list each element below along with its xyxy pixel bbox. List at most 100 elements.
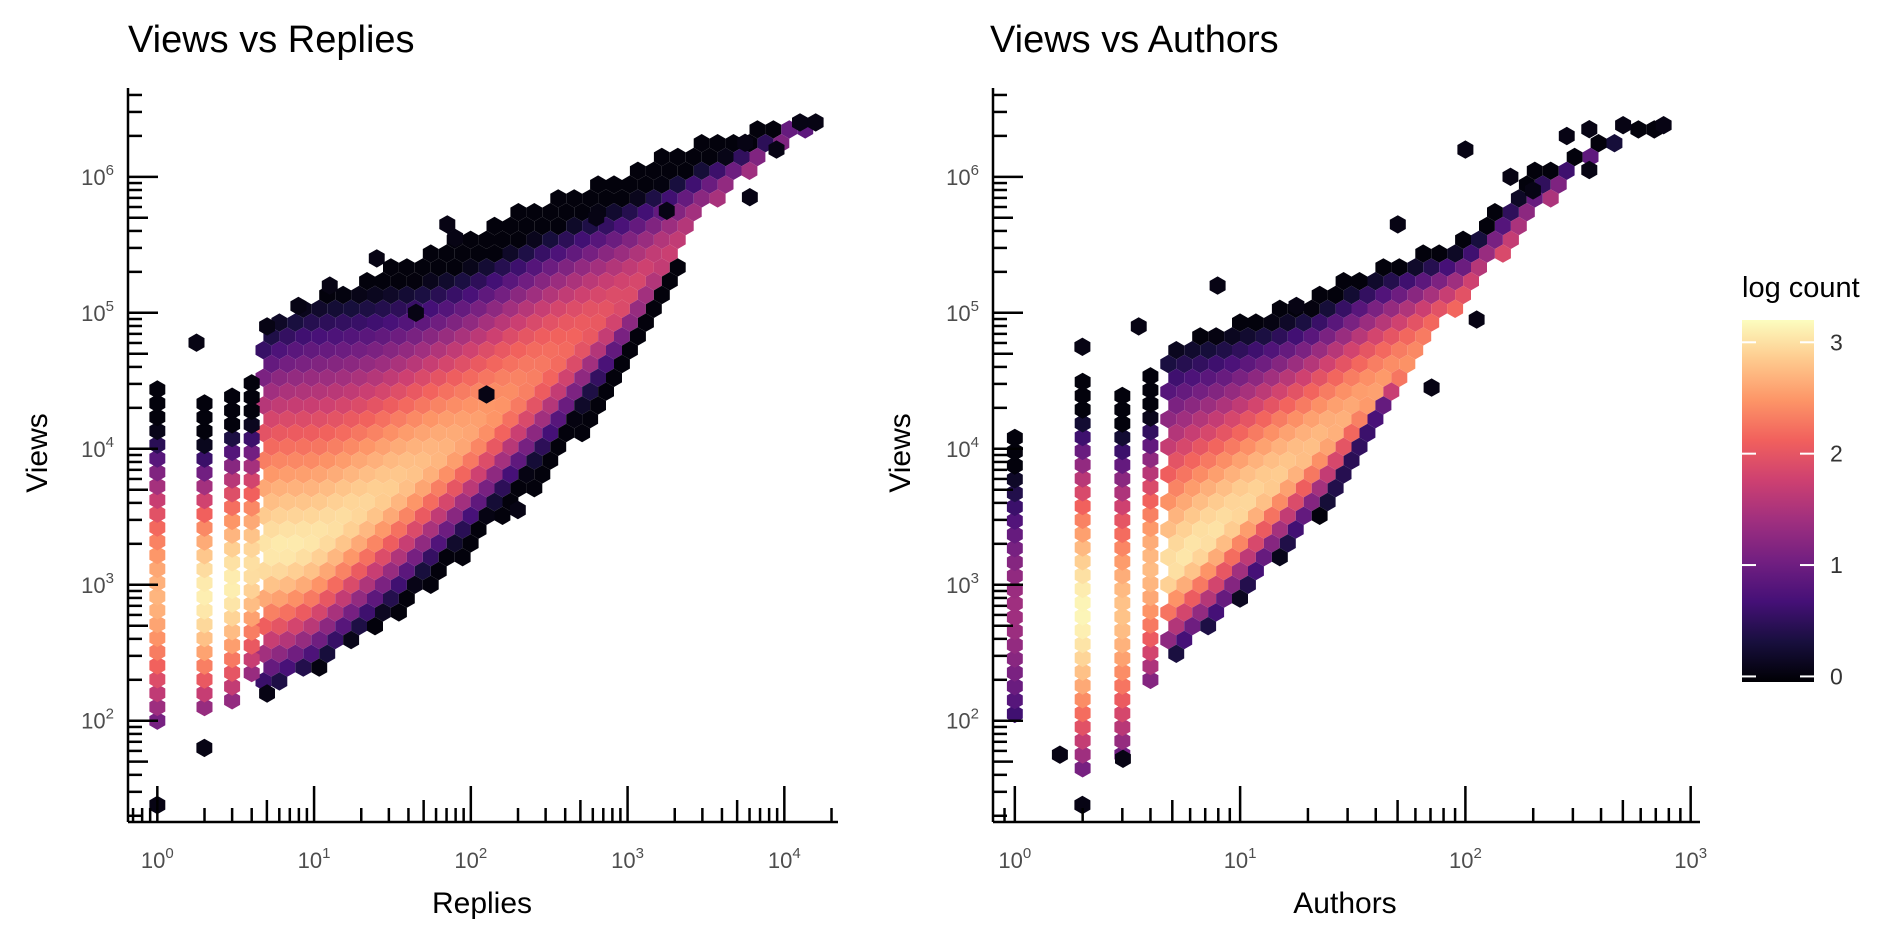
hex-bin (263, 492, 280, 512)
hex-bin (1074, 607, 1091, 626)
hex-bin (438, 437, 455, 456)
hex-bin (462, 258, 479, 277)
hex-bin (1327, 368, 1344, 387)
tick-exponent: 2 (479, 845, 487, 862)
hex-bin (510, 368, 527, 387)
hex-bin (287, 341, 304, 360)
hex-bin (1074, 427, 1091, 447)
hex-bin (422, 244, 439, 263)
hex-bin (149, 463, 166, 482)
hex-bin (446, 534, 463, 553)
hex-bin-outlier (1581, 120, 1598, 139)
hex-bin (414, 506, 431, 525)
hex-bin (149, 559, 166, 579)
hex-bin (351, 313, 367, 332)
hex-bin (645, 216, 662, 236)
hex-bin (263, 575, 280, 594)
hex-bin (1142, 394, 1159, 414)
hex-bin (454, 548, 471, 567)
hex-bin (422, 354, 439, 374)
hex-bin-outlier (321, 276, 338, 295)
hex-bin (462, 285, 479, 305)
hex-bin (196, 628, 213, 648)
hex-bin (1248, 396, 1264, 415)
hex-bin (1351, 437, 1368, 456)
hex-bin (196, 601, 213, 620)
hex-bin (693, 134, 710, 153)
hex-bin (653, 285, 670, 305)
hex-bin (224, 594, 241, 613)
hex-bin (335, 617, 352, 636)
hex-bin (598, 272, 614, 291)
hex-bin (1160, 492, 1177, 512)
hex-bin (542, 230, 559, 249)
hex-bin (414, 561, 431, 581)
hex-bin (430, 396, 447, 415)
hex-bin (311, 327, 328, 346)
hex-bin-outlier (807, 113, 824, 132)
hex-bin (1232, 506, 1248, 525)
hex-bin (375, 299, 391, 318)
tick-exponent: 6 (971, 162, 979, 179)
hex-bin (598, 244, 614, 263)
hex-bin (526, 423, 543, 443)
hex-bin (383, 285, 399, 305)
hex-bin (510, 313, 527, 332)
legend-tick-label: 3 (1830, 329, 1843, 355)
hex-bin (1216, 561, 1232, 581)
hex-bin (295, 630, 312, 650)
hex-bin (243, 581, 260, 600)
hex-bin (196, 463, 213, 482)
hex-bin (1192, 492, 1209, 512)
hex-bin-outlier (1502, 167, 1519, 186)
x-axis-label: Replies (432, 887, 532, 920)
hex-bin (582, 354, 599, 374)
hex-bin (1114, 414, 1131, 433)
hex-bin (478, 258, 495, 277)
hex-bin (319, 479, 336, 498)
hex-bin (1240, 465, 1256, 484)
hex-bin (558, 368, 575, 387)
hex-bin (1200, 506, 1217, 525)
hex-bin (1391, 285, 1408, 305)
hex-bin (375, 603, 391, 622)
hex-bin (1463, 272, 1479, 291)
hex-bin (196, 546, 213, 565)
hex-bin (319, 589, 336, 608)
hex-bin (327, 382, 344, 401)
hex-bin (1455, 285, 1471, 305)
hex-bin (1232, 589, 1248, 608)
hex-bin (1590, 134, 1607, 153)
hex-bin (446, 396, 463, 415)
hex-bin (1295, 313, 1312, 332)
hex-bin (1415, 244, 1432, 263)
hex-bin (1494, 216, 1511, 236)
legend-tick-label: 0 (1830, 663, 1843, 689)
hex-bin (343, 354, 360, 374)
hex-bin (271, 479, 288, 498)
hex-bin (1168, 479, 1185, 498)
hex-bin (406, 410, 423, 429)
hex-bin (574, 341, 591, 360)
hex-bin (1232, 451, 1248, 470)
hex-bin (542, 203, 559, 222)
hex-bin (287, 368, 304, 387)
hex-bin (478, 341, 495, 360)
hex-bin (1343, 423, 1360, 443)
hex-bin (1184, 396, 1201, 415)
hex-bin (494, 230, 511, 249)
hex-bin (149, 545, 166, 565)
hex-bin (1142, 643, 1159, 662)
hex-bin (335, 506, 352, 525)
hex-bin (645, 272, 662, 291)
hex-bin (1168, 534, 1185, 553)
hex-bin (1224, 548, 1240, 567)
hex-bin (1232, 423, 1248, 443)
hex-bin (629, 299, 646, 318)
hex-bin (1542, 161, 1559, 180)
hex-bin (196, 587, 213, 606)
hex-bin (1359, 313, 1376, 332)
hex-bin (319, 423, 336, 443)
hex-bin (606, 175, 622, 194)
